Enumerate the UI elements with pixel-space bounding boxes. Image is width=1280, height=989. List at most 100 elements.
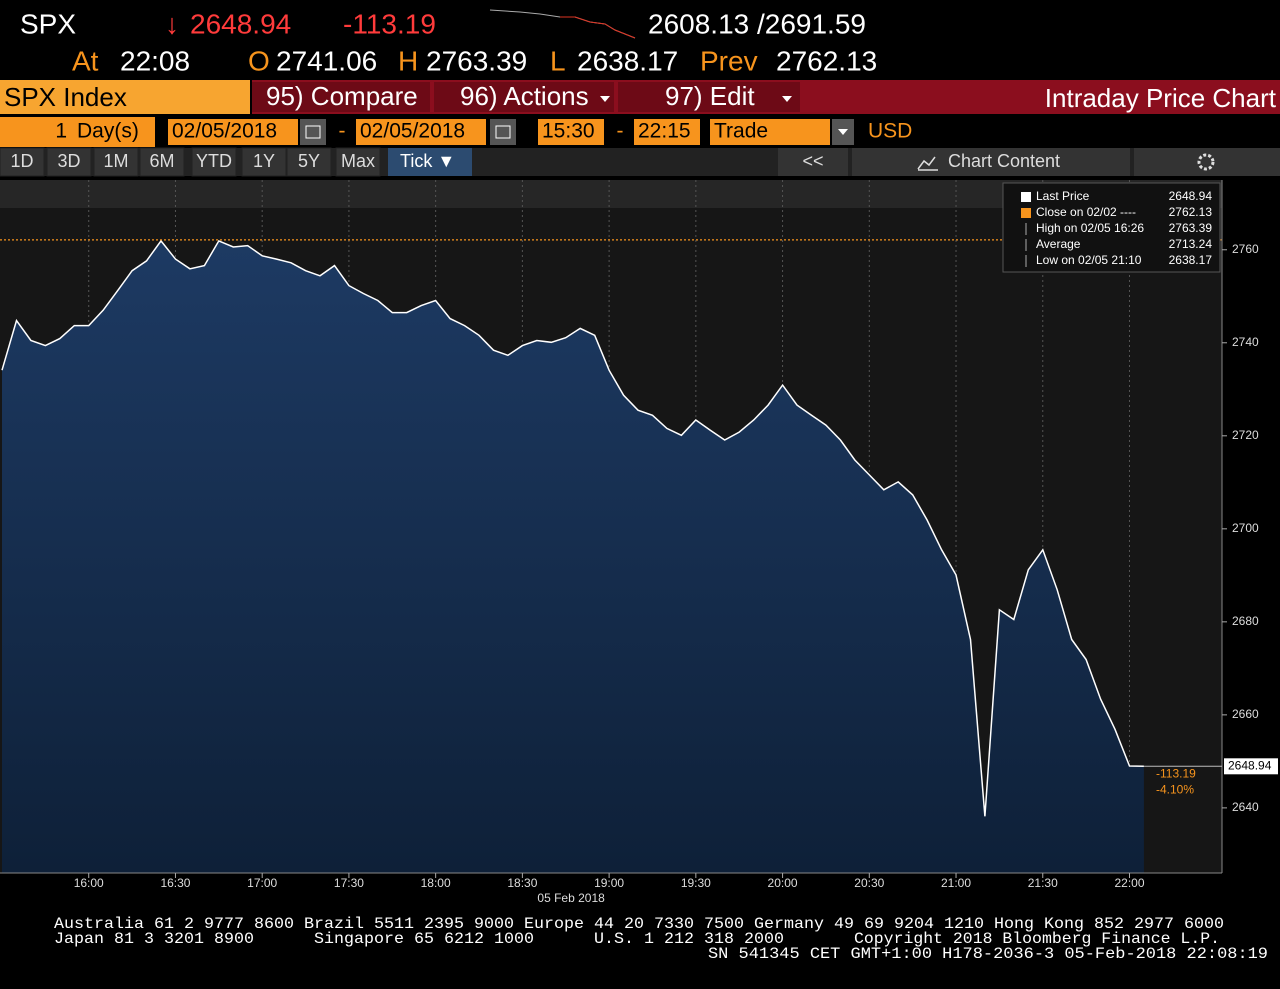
start-date[interactable]: 02/05/2018 [172, 120, 277, 143]
end-time[interactable]: 22:15 [638, 120, 691, 143]
price-line [1, 239, 1144, 817]
security[interactable]: SPX Index [4, 82, 127, 112]
legend-value: 2762.13 [1169, 205, 1213, 219]
legend [1002, 182, 1221, 273]
tick[interactable]: Tick ▼ [400, 151, 455, 171]
period-count[interactable]: 1 [55, 120, 67, 143]
gear-icon [1197, 153, 1215, 171]
calendar-icon[interactable] [300, 119, 326, 145]
x-sublabel: 05 Feb 2018 [537, 891, 605, 905]
compare[interactable]: 95) Compare [266, 81, 418, 111]
y-tick-label: 2720 [1232, 428, 1259, 442]
x-tick-label: 18:30 [507, 876, 537, 890]
period-label[interactable]: YTD [196, 151, 232, 171]
last-price-label: 2648.94 [1228, 758, 1272, 772]
start-time-field[interactable] [538, 119, 604, 145]
x-tick-label: 17:00 [247, 876, 277, 890]
end-date[interactable]: 02/05/2018 [360, 120, 465, 143]
settings-button[interactable] [1134, 148, 1280, 176]
chart: 2640 2660 2680 2700 2720 2740 2760 16:00 16:30 17… [0, 180, 1278, 905]
footer-line: Copyright 2018 Bloomberg Finance L.P. [854, 930, 1220, 948]
y-tick-label: 2740 [1232, 335, 1259, 349]
change-pct-label: -4.10% [1156, 782, 1194, 796]
tick-button[interactable] [388, 148, 472, 176]
y-tick-label: 2700 [1232, 521, 1259, 535]
dropdown-arrow [782, 96, 792, 102]
period-button[interactable] [93, 147, 139, 177]
day-range: 2608.13 /2691.59 [648, 8, 866, 39]
footer-line: U.S. 1 212 318 2000 [594, 930, 784, 948]
actions-button[interactable] [434, 82, 614, 112]
edit[interactable]: 97) Edit [665, 81, 755, 111]
prev-label: Prev [700, 45, 758, 76]
calendar-glyph [495, 125, 511, 139]
period-button[interactable] [286, 147, 332, 177]
x-tick-label: 16:00 [74, 876, 104, 890]
currency[interactable]: USD [868, 120, 912, 143]
period-button[interactable] [335, 147, 381, 177]
time: 22:08 [120, 45, 190, 76]
period-unit[interactable]: Day(s) [77, 120, 139, 143]
period-button[interactable] [139, 147, 185, 177]
actions[interactable]: 96) Actions [460, 81, 589, 111]
x-tick-label: 22:00 [1114, 876, 1144, 890]
footer-line: Australia 61 2 9777 8600 Brazil 5511 239… [54, 915, 1224, 933]
period-button[interactable] [191, 147, 237, 177]
high: 2763.39 [426, 45, 527, 76]
event[interactable]: Trade [714, 120, 768, 143]
edit-button[interactable] [618, 82, 800, 112]
footer-line: Singapore 65 6212 1000 [314, 930, 534, 948]
at-label: At [72, 45, 99, 76]
period-label[interactable]: 6M [149, 151, 174, 171]
period-label[interactable]: Max [341, 151, 375, 171]
chart-content[interactable]: Chart Content [948, 151, 1060, 171]
back-button[interactable] [778, 148, 848, 176]
x-tick-label: 16:30 [160, 876, 190, 890]
period-field[interactable] [0, 119, 155, 145]
period-button[interactable] [46, 147, 92, 177]
start-time[interactable]: 15:30 [542, 120, 595, 143]
legend-label: High on 02/05 16:26 [1036, 221, 1144, 235]
calendar-glyph [305, 125, 321, 139]
event-field[interactable] [710, 119, 830, 145]
open-label: O [248, 45, 270, 76]
change-label: -113.19 [1156, 766, 1196, 780]
legend-label: Last Price [1036, 189, 1090, 203]
last-price: 2648.94 [190, 8, 291, 39]
period-label[interactable]: 5Y [298, 151, 320, 171]
legend-value: 2763.39 [1169, 221, 1213, 235]
footer-line: SN 541345 CET GMT+1:00 H178-2036-3 05-Fe… [708, 945, 1268, 963]
legend-value: 2648.94 [1169, 189, 1213, 203]
y-tick-label: 2760 [1232, 242, 1259, 256]
period-button[interactable] [0, 147, 45, 177]
x-tick-label: 21:30 [1028, 876, 1058, 890]
chart-icon [917, 156, 938, 171]
page-title: Intraday Price Chart [1045, 83, 1277, 113]
y-tick-label: 2640 [1232, 800, 1259, 814]
legend-value: 2638.17 [1169, 253, 1213, 267]
security-box[interactable] [0, 80, 250, 114]
y-tick-label: 2680 [1232, 614, 1259, 628]
net-change: -113.19 [343, 8, 436, 39]
period-buttons: 1D 3D 1M 6M YTD 1Y 5Y Max [0, 147, 381, 177]
period-label[interactable]: 1D [10, 151, 33, 171]
legend-label: Low on 02/05 21:10 [1036, 253, 1142, 267]
period-label[interactable]: 3D [57, 151, 80, 171]
legend-label: Close on 02/02 ---- [1036, 205, 1136, 219]
period-button[interactable] [241, 147, 287, 177]
period-label[interactable]: 1Y [253, 151, 275, 171]
prev: 2762.13 [776, 45, 877, 76]
end-date-field[interactable] [356, 119, 486, 145]
low-label: L [550, 45, 566, 76]
dash: - [617, 120, 624, 143]
end-time-field[interactable] [634, 119, 700, 145]
chart-content-button[interactable] [852, 148, 1130, 176]
calendar-icon[interactable] [490, 119, 516, 145]
period-label[interactable]: 1M [103, 151, 128, 171]
last-price-box [1224, 758, 1278, 775]
compare-button[interactable] [252, 82, 430, 112]
back[interactable]: << [802, 151, 823, 171]
start-date-field[interactable] [168, 119, 298, 145]
x-tick-label: 19:30 [681, 876, 711, 890]
